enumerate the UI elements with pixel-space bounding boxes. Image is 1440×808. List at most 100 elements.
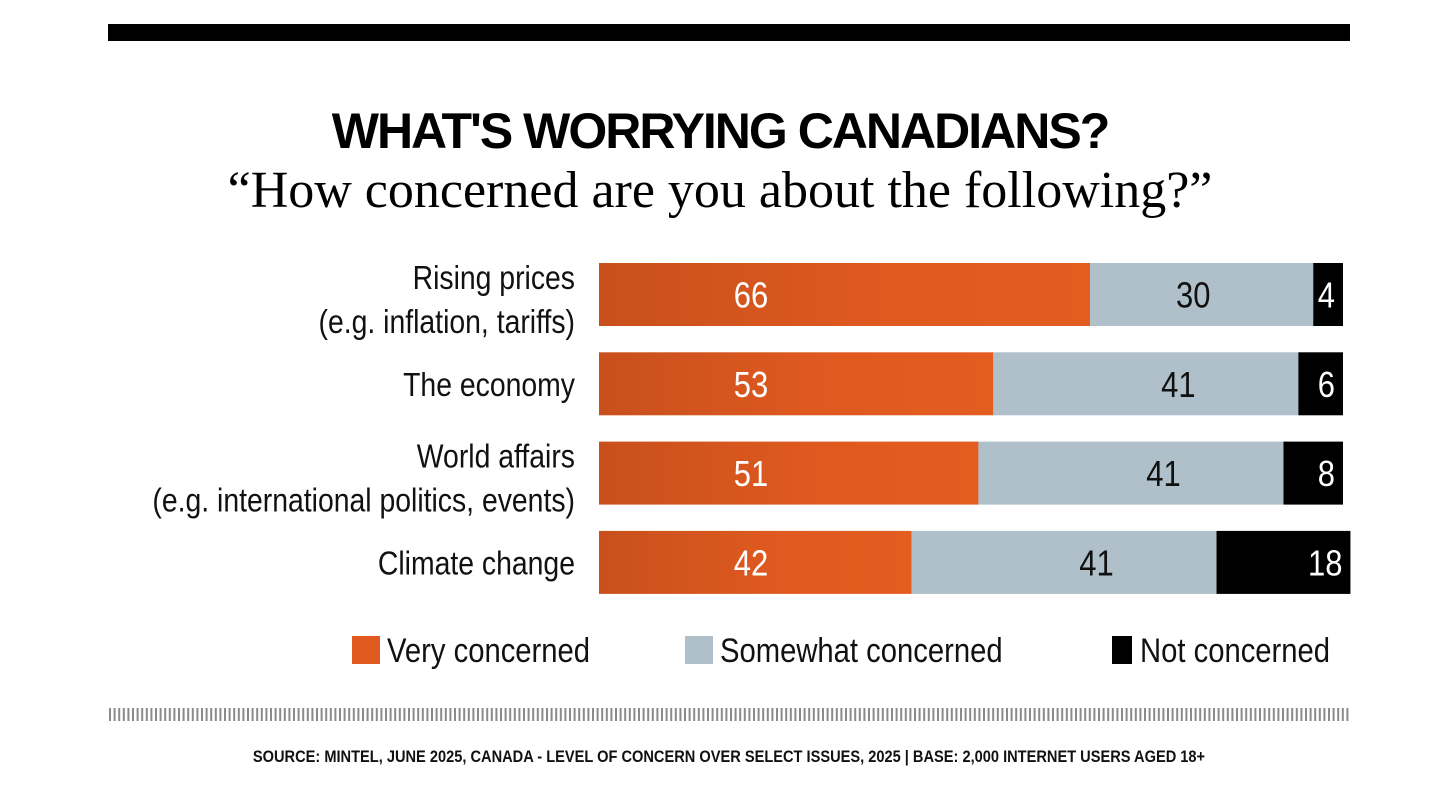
tick-mark xyxy=(150,708,153,721)
tick-mark xyxy=(270,708,272,721)
tick-mark xyxy=(385,708,387,721)
tick-mark xyxy=(182,708,185,721)
tick-mark xyxy=(904,708,907,721)
tick-mark xyxy=(500,708,502,721)
chart-subtitle: “How concerned are you about the followi… xyxy=(228,162,1213,219)
tick-mark xyxy=(481,708,484,721)
tick-mark xyxy=(486,708,489,721)
tick-mark xyxy=(1277,708,1280,721)
tick-mark xyxy=(403,708,406,721)
tick-mark xyxy=(136,708,139,721)
tick-mark xyxy=(339,708,341,721)
tick-mark xyxy=(1061,708,1064,721)
tick-rule xyxy=(109,708,1349,721)
tick-mark xyxy=(1286,708,1289,721)
tick-mark xyxy=(697,708,700,721)
tick-mark xyxy=(1006,708,1008,721)
tick-mark xyxy=(127,708,130,721)
bar-not-concerned xyxy=(1216,530,1351,594)
top-rule xyxy=(108,24,1350,41)
tick-mark xyxy=(454,708,456,721)
tick-mark xyxy=(1341,708,1344,721)
tick-mark xyxy=(256,708,259,721)
tick-mark xyxy=(380,708,383,721)
tick-mark xyxy=(1042,708,1045,721)
tick-mark xyxy=(1272,708,1275,721)
tick-mark xyxy=(504,708,507,721)
tick-mark xyxy=(228,708,231,721)
tick-mark xyxy=(1139,708,1142,721)
tick-mark xyxy=(1111,708,1114,721)
tick-mark xyxy=(679,708,682,721)
tick-mark xyxy=(421,708,424,721)
tick-mark xyxy=(1075,708,1077,721)
tick-mark xyxy=(684,708,686,721)
tick-mark xyxy=(1318,708,1321,721)
tick-mark xyxy=(1167,708,1169,721)
tick-mark xyxy=(274,708,277,721)
tick-mark xyxy=(334,708,337,721)
tick-mark xyxy=(490,708,493,721)
data-label: 4 xyxy=(1318,276,1335,316)
tick-mark xyxy=(743,708,746,721)
tick-mark xyxy=(302,708,305,721)
tick-mark xyxy=(352,708,355,721)
tick-mark xyxy=(950,708,953,721)
tick-mark xyxy=(389,708,392,721)
tick-mark xyxy=(279,708,282,721)
tick-mark xyxy=(891,708,893,721)
tick-mark xyxy=(426,708,429,721)
tick-mark xyxy=(730,708,732,721)
tick-mark xyxy=(1121,708,1123,721)
tick-mark xyxy=(1093,708,1096,721)
data-label: 53 xyxy=(734,366,768,406)
bar-somewhat-concerned xyxy=(993,352,1299,416)
tick-mark xyxy=(559,708,562,721)
tick-mark xyxy=(1010,708,1013,721)
tick-mark xyxy=(578,708,581,721)
tick-mark xyxy=(325,708,328,721)
legend-label: Somewhat concerned xyxy=(720,631,1003,670)
tick-mark xyxy=(1282,708,1284,721)
tick-mark xyxy=(1153,708,1156,721)
tick-mark xyxy=(1015,708,1018,721)
tick-mark xyxy=(532,708,535,721)
tick-mark xyxy=(306,708,309,721)
tick-mark xyxy=(799,708,801,721)
tick-mark xyxy=(311,708,314,721)
tick-mark xyxy=(283,708,286,721)
tick-mark xyxy=(1323,708,1326,721)
tick-mark xyxy=(187,708,190,721)
tick-mark xyxy=(780,708,783,721)
tick-mark xyxy=(233,708,236,721)
tick-mark xyxy=(472,708,475,721)
tick-mark xyxy=(872,708,875,721)
tick-mark xyxy=(716,708,719,721)
tick-mark xyxy=(1176,708,1179,721)
tick-mark xyxy=(633,708,636,721)
tick-mark xyxy=(1300,708,1303,721)
tick-mark xyxy=(1217,708,1220,721)
tick-mark xyxy=(693,708,696,721)
tick-mark xyxy=(601,708,604,721)
tick-mark xyxy=(1268,708,1271,721)
tick-mark xyxy=(996,708,999,721)
tick-mark xyxy=(1254,708,1257,721)
tick-mark xyxy=(587,708,590,721)
tick-mark xyxy=(1314,708,1317,721)
tick-mark xyxy=(909,708,912,721)
tick-mark xyxy=(1107,708,1110,721)
tick-mark xyxy=(569,708,571,721)
tick-mark xyxy=(1203,708,1206,721)
data-label: 18 xyxy=(1308,544,1342,584)
tick-mark xyxy=(1102,708,1105,721)
tick-mark xyxy=(983,708,985,721)
tick-mark xyxy=(624,708,627,721)
tick-mark xyxy=(467,708,470,721)
tick-mark xyxy=(1332,708,1335,721)
tick-mark xyxy=(688,708,691,721)
tick-mark xyxy=(1162,708,1165,721)
tick-mark xyxy=(748,708,751,721)
tick-mark xyxy=(808,708,811,721)
tick-mark xyxy=(247,708,249,721)
